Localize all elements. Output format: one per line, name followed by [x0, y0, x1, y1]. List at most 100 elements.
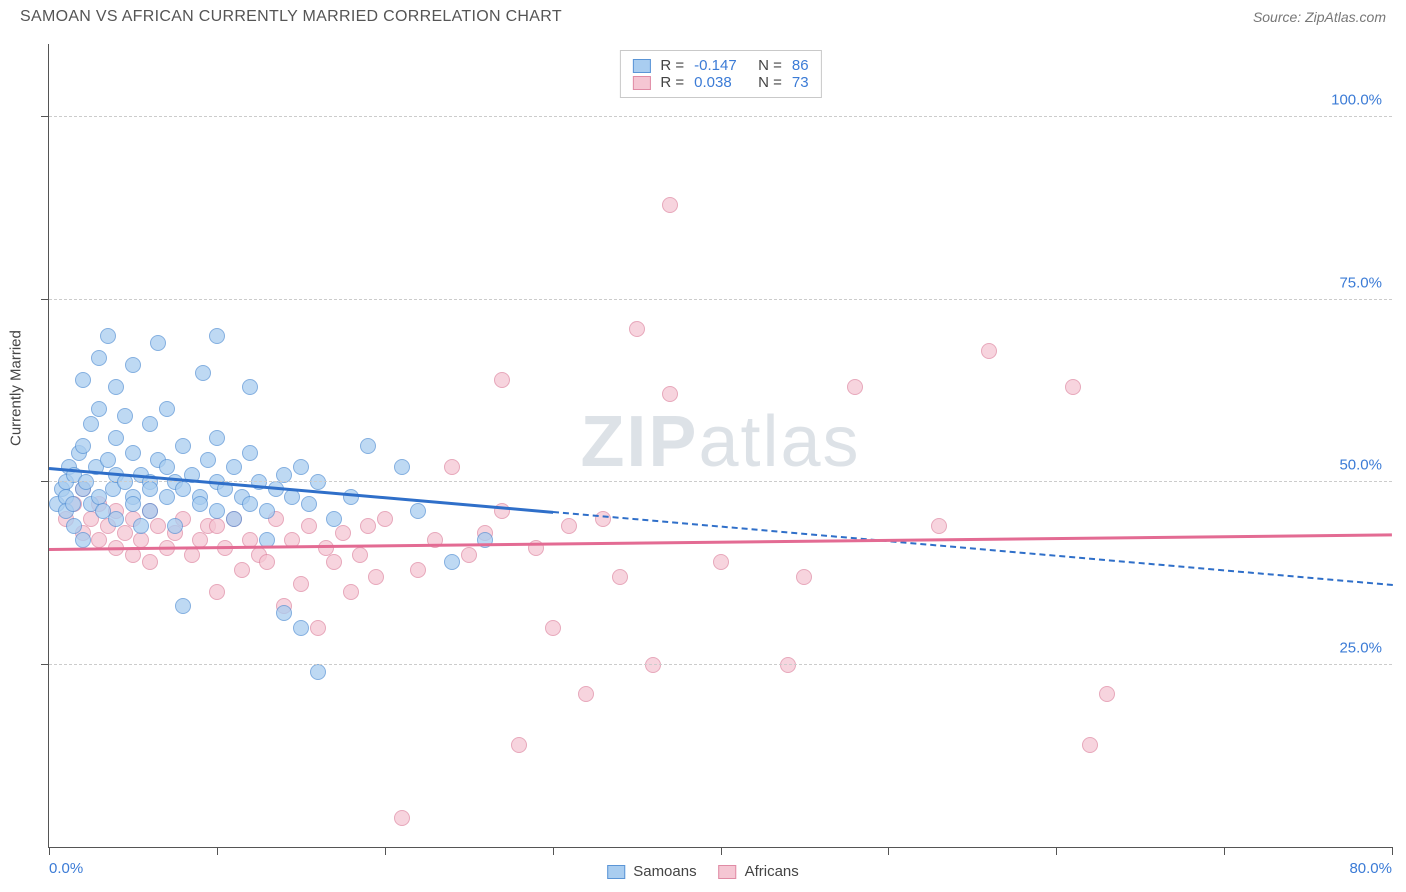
data-point-africans [545, 620, 561, 636]
x-tick [1392, 847, 1393, 855]
data-point-africans [368, 569, 384, 585]
data-point-samoans [310, 474, 326, 490]
data-point-africans [360, 518, 376, 534]
x-tick [217, 847, 218, 855]
x-tick [385, 847, 386, 855]
x-axis-label: 80.0% [1349, 860, 1392, 877]
data-point-samoans [65, 496, 81, 512]
data-point-africans [326, 554, 342, 570]
stats-row-samoans: R = -0.147 N = 86 [632, 57, 808, 74]
data-point-samoans [66, 518, 82, 534]
data-point-samoans [142, 416, 158, 432]
r-value-africans: 0.038 [694, 74, 742, 91]
data-point-africans [259, 554, 275, 570]
data-point-africans [494, 372, 510, 388]
data-point-africans [310, 620, 326, 636]
plot-surface [49, 44, 1392, 847]
data-point-africans [91, 532, 107, 548]
data-point-samoans [301, 496, 317, 512]
gridline [49, 481, 1392, 482]
data-point-africans [612, 569, 628, 585]
data-point-africans [1065, 379, 1081, 395]
stats-legend: R = -0.147 N = 86 R = 0.038 N = 73 [619, 50, 821, 98]
data-point-africans [461, 547, 477, 563]
data-point-samoans [133, 518, 149, 534]
data-point-samoans [75, 532, 91, 548]
data-point-samoans [226, 511, 242, 527]
y-tick-label: 75.0% [1339, 274, 1382, 291]
data-point-africans [209, 584, 225, 600]
data-point-africans [377, 511, 393, 527]
series-legend: Samoans Africans [607, 863, 799, 880]
y-tick-label: 100.0% [1331, 92, 1382, 109]
data-point-samoans [293, 459, 309, 475]
data-point-africans [301, 518, 317, 534]
data-point-samoans [226, 459, 242, 475]
legend-label-samoans: Samoans [633, 863, 696, 880]
y-tick-label: 50.0% [1339, 457, 1382, 474]
data-point-samoans [444, 554, 460, 570]
data-point-samoans [83, 416, 99, 432]
data-point-samoans [125, 445, 141, 461]
data-point-africans [796, 569, 812, 585]
data-point-samoans [209, 430, 225, 446]
data-point-samoans [175, 438, 191, 454]
data-point-africans [1082, 737, 1098, 753]
data-point-africans [780, 657, 796, 673]
legend-swatch-samoans [607, 865, 625, 879]
data-point-africans [645, 657, 661, 673]
data-point-africans [234, 562, 250, 578]
data-point-africans [931, 518, 947, 534]
data-point-africans [410, 562, 426, 578]
data-point-samoans [310, 664, 326, 680]
data-point-samoans [175, 598, 191, 614]
data-point-africans [713, 554, 729, 570]
data-point-africans [117, 525, 133, 541]
data-point-samoans [159, 489, 175, 505]
x-tick [721, 847, 722, 855]
gridline [49, 664, 1392, 665]
data-point-samoans [242, 496, 258, 512]
data-point-samoans [108, 379, 124, 395]
gridline [49, 299, 1392, 300]
data-point-africans [662, 197, 678, 213]
data-point-samoans [108, 430, 124, 446]
chart-area: ZIPatlas R = -0.147 N = 86 R = 0.038 N =… [48, 44, 1392, 848]
data-point-samoans [142, 503, 158, 519]
n-value-samoans: 86 [792, 57, 809, 74]
data-point-samoans [192, 496, 208, 512]
x-tick [1056, 847, 1057, 855]
data-point-samoans [326, 511, 342, 527]
legend-label-africans: Africans [745, 863, 799, 880]
data-point-samoans [259, 503, 275, 519]
legend-item-africans: Africans [719, 863, 799, 880]
data-point-samoans [209, 328, 225, 344]
data-point-samoans [75, 438, 91, 454]
data-point-samoans [242, 445, 258, 461]
data-point-samoans [142, 481, 158, 497]
data-point-samoans [100, 452, 116, 468]
y-tick-label: 25.0% [1339, 639, 1382, 656]
data-point-africans [142, 554, 158, 570]
data-point-samoans [276, 605, 292, 621]
n-value-africans: 73 [792, 74, 809, 91]
x-tick [1224, 847, 1225, 855]
data-point-samoans [200, 452, 216, 468]
data-point-africans [1099, 686, 1115, 702]
data-point-samoans [293, 620, 309, 636]
data-point-samoans [78, 474, 94, 490]
r-value-samoans: -0.147 [694, 57, 742, 74]
swatch-samoans [632, 59, 650, 73]
data-point-samoans [125, 357, 141, 373]
data-point-samoans [209, 503, 225, 519]
data-point-samoans [360, 438, 376, 454]
data-point-samoans [91, 350, 107, 366]
data-point-africans [629, 321, 645, 337]
x-tick [888, 847, 889, 855]
data-point-africans [335, 525, 351, 541]
data-point-samoans [75, 372, 91, 388]
source-attribution: Source: ZipAtlas.com [1253, 9, 1386, 25]
x-tick [553, 847, 554, 855]
data-point-africans [561, 518, 577, 534]
data-point-africans [352, 547, 368, 563]
